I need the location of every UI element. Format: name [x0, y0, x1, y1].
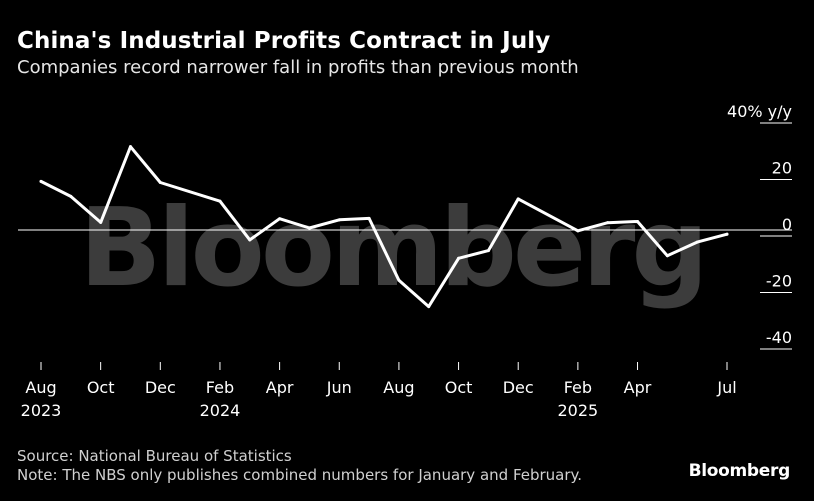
x-tick-label: Apr — [624, 378, 652, 397]
y-tick-label: -20 — [766, 272, 792, 291]
y-tick-label: 40% y/y — [727, 102, 792, 121]
watermark-text: Bloomberg — [79, 186, 704, 311]
chart-title: China's Industrial Profits Contract in J… — [17, 28, 551, 54]
data-point — [725, 232, 729, 236]
data-point — [636, 220, 640, 224]
data-point — [665, 254, 669, 258]
series-line — [39, 145, 729, 309]
x-tick-label: Feb — [564, 378, 592, 397]
y-tick-label: 0 — [782, 215, 792, 234]
data-point — [576, 229, 580, 233]
data-point — [397, 278, 401, 282]
data-point — [457, 256, 461, 260]
data-point — [69, 194, 73, 198]
data-point — [278, 217, 282, 221]
data-point — [695, 240, 699, 244]
footnote: Note: The NBS only publishes combined nu… — [17, 466, 583, 484]
y-axis: 40% y/y 20 0 -20 -40 — [727, 102, 792, 350]
x-tick-label: Aug — [383, 378, 414, 397]
y-tick-label: 20 — [772, 159, 792, 178]
x-axis: Aug 2023 Oct Dec Feb 2024 Apr Jun Aug Oct Dec Feb 20… — [21, 362, 737, 420]
data-point — [367, 216, 371, 220]
data-point — [427, 305, 431, 309]
data-point — [99, 220, 103, 224]
data-point — [307, 226, 311, 230]
data-point — [337, 218, 341, 222]
bloomberg-logo: Bloomberg — [688, 461, 791, 481]
x-year-label: 2024 — [200, 401, 241, 420]
x-tick-label: Oct — [87, 378, 115, 397]
source-note: Source: National Bureau of Statistics — [17, 447, 292, 465]
data-point — [158, 181, 162, 185]
x-tick-label: Dec — [503, 378, 534, 397]
data-point — [516, 197, 520, 201]
chart-subtitle: Companies record narrower fall in profit… — [17, 57, 579, 78]
data-point — [218, 199, 222, 203]
x-tick-label: Oct — [445, 378, 473, 397]
x-tick-label: Aug — [25, 378, 56, 397]
data-point — [128, 145, 132, 149]
x-year-label: 2025 — [558, 401, 599, 420]
data-point — [486, 249, 490, 253]
y-tick-label: -40 — [766, 328, 792, 347]
x-year-label: 2023 — [21, 401, 62, 420]
data-point — [606, 221, 610, 225]
data-point — [39, 179, 43, 183]
x-tick-label: Jul — [716, 378, 736, 397]
x-tick-label: Dec — [145, 378, 176, 397]
x-tick-label: Jun — [326, 378, 352, 397]
x-tick-label: Feb — [206, 378, 234, 397]
data-point — [248, 238, 252, 242]
data-points — [39, 145, 729, 309]
x-tick-label: Apr — [266, 378, 294, 397]
